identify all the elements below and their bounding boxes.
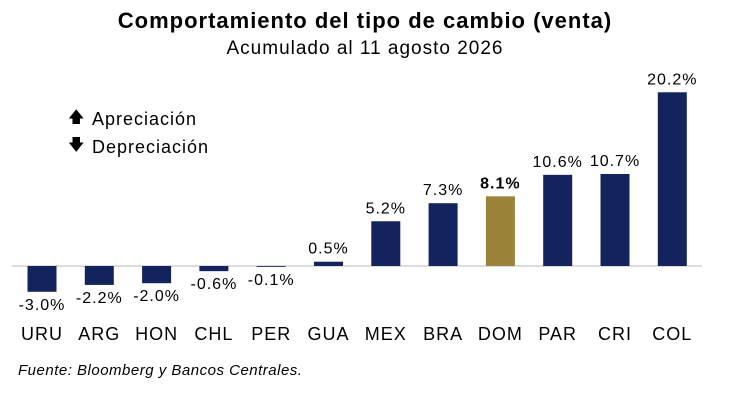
value-label-gua: 0.5% bbox=[308, 241, 348, 258]
chart-subtitle: Acumulado al 11 agosto 2026 bbox=[226, 38, 504, 59]
tick-label-arg: ARG bbox=[78, 324, 120, 344]
bar-uru bbox=[27, 266, 57, 292]
value-label-col: 20.2% bbox=[647, 71, 697, 88]
legend-label-apreciacion: Apreciación bbox=[92, 109, 198, 129]
value-label-hon: -2.0% bbox=[133, 288, 180, 305]
value-label-dom: 8.1% bbox=[480, 175, 520, 192]
tick-label-uru: URU bbox=[21, 324, 63, 344]
tick-label-par: PAR bbox=[538, 324, 577, 344]
value-label-mex: 5.2% bbox=[366, 200, 406, 217]
tick-label-mex: MEX bbox=[365, 324, 407, 344]
arrow-down-icon: 🡇 bbox=[68, 137, 86, 154]
value-label-chl: -0.6% bbox=[191, 276, 238, 293]
tick-label-dom: DOM bbox=[478, 324, 523, 344]
bar-par bbox=[543, 174, 573, 266]
legend-item-apreciacion: 🡅 Apreciación bbox=[68, 106, 197, 133]
arrow-up-icon: 🡅 bbox=[68, 109, 86, 126]
tick-label-per: PER bbox=[251, 324, 291, 344]
tick-label-cri: CRI bbox=[598, 324, 632, 344]
value-label-per: -0.1% bbox=[248, 272, 295, 289]
bar-cri bbox=[600, 173, 630, 266]
bar-col bbox=[657, 92, 687, 266]
bar-gua bbox=[314, 261, 343, 266]
tick-label-chl: CHL bbox=[194, 324, 233, 344]
legend-label-depreciacion: Depreciación bbox=[92, 137, 210, 157]
legend-item-depreciacion: 🡇 Depreciación bbox=[68, 134, 209, 161]
bar-chl bbox=[199, 266, 229, 272]
bar-hon bbox=[142, 266, 172, 284]
bar-mex bbox=[371, 221, 401, 266]
tick-label-hon: HON bbox=[135, 324, 178, 344]
value-label-cri: 10.7% bbox=[590, 153, 640, 170]
bar-bra bbox=[428, 203, 458, 266]
chart-title: Comportamiento del tipo de cambio (venta… bbox=[117, 8, 613, 33]
tick-label-bra: BRA bbox=[423, 324, 463, 344]
value-label-arg: -2.2% bbox=[76, 290, 123, 307]
source-note: Fuente: Bloomberg y Bancos Centrales. bbox=[18, 362, 303, 379]
bar-arg bbox=[84, 266, 114, 285]
tick-label-col: COL bbox=[652, 324, 692, 344]
value-label-uru: -3.0% bbox=[19, 297, 66, 314]
bar-per bbox=[256, 266, 286, 267]
bar-dom bbox=[485, 196, 515, 266]
value-label-par: 10.6% bbox=[533, 154, 583, 171]
value-label-bra: 7.3% bbox=[423, 182, 463, 199]
tick-label-gua: GUA bbox=[307, 324, 349, 344]
